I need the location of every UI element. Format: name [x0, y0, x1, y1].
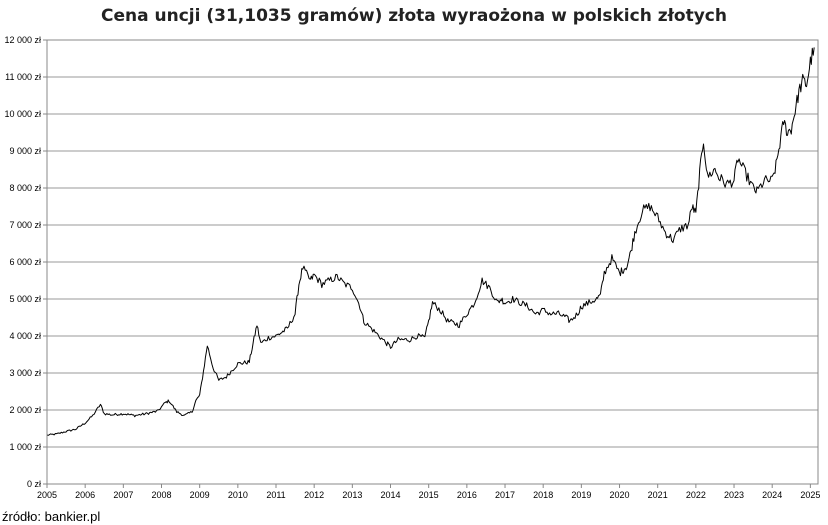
y-tick-label: 9 000 zł	[9, 146, 41, 156]
y-tick-label: 12 000 zł	[4, 35, 41, 45]
y-tick-label: 3 000 zł	[9, 368, 41, 378]
x-tick-label: 2020	[610, 490, 630, 500]
x-tick-label: 2009	[190, 490, 210, 500]
x-tick-label: 2017	[495, 490, 515, 500]
y-tick-label: 10 000 zł	[4, 109, 41, 119]
y-tick-label: 11 000 zł	[5, 72, 41, 82]
plot-area-frame	[46, 39, 819, 485]
y-tick-label: 0 zł	[27, 479, 41, 489]
x-tick-label: 2022	[686, 490, 706, 500]
chart-title: Cena uncji (31,1035 gramów) złota wyraoż…	[101, 6, 727, 26]
y-axis-tick-labels: 0 zł 1 000 zł 2 000 zł 3 000 zł 4 000 zł 5 00…	[4, 35, 41, 489]
y-tick-label: 2 000 zł	[9, 405, 41, 415]
x-tick-label: 2013	[342, 490, 362, 500]
x-tick-label: 2005	[37, 490, 57, 500]
x-axis-tick-labels: 2005 2006 2007 2008 2009 2010 2011 2012 2013 2014…	[37, 490, 820, 500]
x-tick-label: 2024	[762, 490, 782, 500]
y-tick-label: 1 000 zł	[9, 442, 41, 452]
grid-lines	[43, 39, 818, 488]
x-tick-label: 2018	[533, 490, 553, 500]
x-tick-label: 2012	[304, 490, 324, 500]
y-tick-label: 8 000 zł	[9, 183, 41, 193]
source-note: źródło: bankier.pl	[2, 509, 101, 524]
y-tick-label: 7 000 zł	[9, 220, 41, 230]
y-tick-label: 5 000 zł	[9, 294, 41, 304]
x-tick-label: 2016	[457, 490, 477, 500]
x-tick-label: 2025	[800, 490, 820, 500]
y-tick-label: 6 000 zł	[9, 257, 41, 267]
y-tick-label: 4 000 zł	[9, 331, 41, 341]
x-tick-label: 2011	[266, 490, 285, 500]
series-line	[46, 47, 815, 436]
x-tick-label: 2015	[419, 490, 439, 500]
x-tick-label: 2007	[113, 490, 133, 500]
x-tick-label: 2014	[380, 490, 400, 500]
x-tick-label: 2021	[648, 490, 668, 500]
x-tick-label: 2006	[75, 490, 95, 500]
x-tick-label: 2010	[228, 490, 248, 500]
x-tick-label: 2023	[724, 490, 744, 500]
series-layer	[46, 47, 815, 436]
x-tick-label: 2019	[571, 490, 591, 500]
x-tick-label: 2008	[151, 490, 171, 500]
